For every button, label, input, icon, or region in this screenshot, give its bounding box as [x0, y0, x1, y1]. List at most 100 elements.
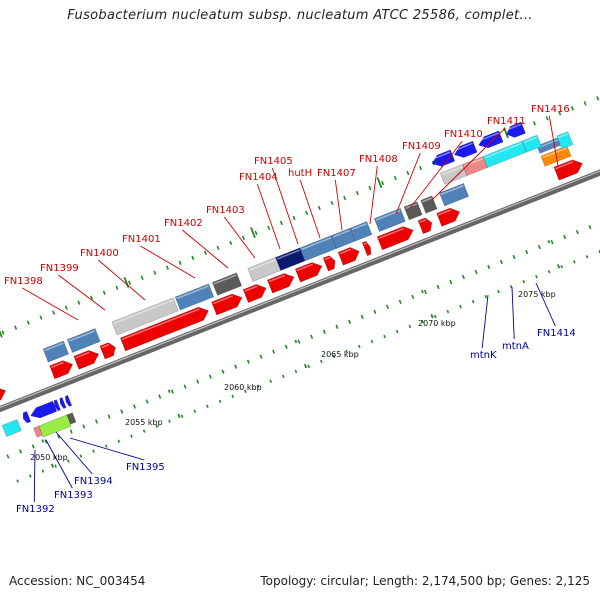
scale-tick-major [547, 239, 551, 244]
scale-tick [256, 384, 260, 389]
block-shine [301, 236, 332, 251]
scale-tick [596, 96, 600, 101]
scale-tick [393, 175, 397, 181]
scale-tick [398, 299, 402, 305]
scale-tick [26, 320, 30, 325]
scale-tick [206, 404, 209, 408]
block-shine [121, 308, 200, 341]
leader-line [33, 449, 36, 503]
block-shine [44, 342, 64, 352]
scale-tick [570, 106, 574, 111]
scale-tick [168, 419, 171, 423]
leader-line [45, 439, 73, 489]
annotation-block [521, 134, 542, 153]
forward-cds-block [119, 306, 209, 352]
leader-lines [22, 115, 559, 503]
gene-label: FN1411 [487, 116, 526, 127]
scale-tick [573, 260, 576, 264]
reverse-cds-block [431, 149, 456, 167]
scale-tick [583, 101, 587, 106]
gene-label: mtnK [470, 350, 497, 361]
block-shine [363, 242, 367, 245]
scale-tick [203, 250, 207, 255]
scale-tick [16, 479, 19, 483]
scale-tick [218, 399, 222, 403]
scale-tick [180, 414, 184, 418]
scale-tick [522, 279, 526, 284]
annotation-block [438, 183, 470, 207]
scale-tick [267, 225, 271, 231]
leader-line [256, 183, 281, 250]
annotation-block [1, 419, 22, 437]
forward-cds-block [99, 342, 116, 360]
scale-tick [64, 305, 68, 310]
scale-labels: 2050 kbp 2055 kbp 2060 kbp 2065 kbp 2070 kbp… [30, 290, 556, 462]
scale-tick-major [41, 439, 45, 443]
scale-tick [446, 309, 450, 314]
scale-tick-major [0, 330, 3, 338]
scale-tick [14, 325, 18, 330]
scale-tick [575, 229, 579, 235]
gene-label: FN1400 [80, 248, 119, 259]
leader-line [69, 437, 145, 461]
scale-tick [419, 165, 423, 171]
block-shine [113, 299, 174, 325]
scale-tick [102, 290, 106, 295]
scale-tick [381, 180, 385, 186]
scale-tick [563, 234, 567, 240]
scale-tick-major [167, 389, 171, 393]
scale-tick [193, 409, 197, 413]
scale-tick [82, 424, 86, 429]
scale-tick [158, 394, 162, 399]
leader-line [431, 127, 506, 201]
block-shine [63, 409, 67, 412]
annotation-block [32, 425, 43, 438]
scale-tick [1, 330, 5, 335]
block-shine [422, 197, 433, 203]
scale-tick [294, 369, 298, 374]
forward-cds-block [242, 284, 267, 303]
scale-tick [132, 404, 136, 409]
scale-tick [128, 280, 132, 285]
gene-label: FN1414 [537, 328, 576, 339]
scale-tick [292, 215, 296, 221]
gene-label: FN1394 [74, 476, 113, 487]
block-shine [505, 123, 522, 131]
leader-line [548, 115, 559, 167]
scale-tick [229, 240, 233, 246]
forward-cds-block [361, 240, 372, 257]
block-shine [431, 151, 451, 161]
scale-tick [191, 255, 195, 260]
block-shine [69, 407, 72, 410]
scale-tick [421, 319, 424, 324]
forward-cds-block [211, 293, 243, 316]
scale-tick [297, 339, 301, 344]
block-shine [212, 295, 233, 305]
scale-tick [54, 464, 57, 468]
gene-label: FN1416 [531, 104, 570, 115]
block-shine [71, 423, 77, 427]
scale-tick [254, 230, 258, 236]
block-shine [477, 132, 499, 142]
scale-tick [178, 260, 182, 265]
leader-line [271, 167, 299, 245]
scale-tick-major [250, 227, 256, 238]
gene-label: FN1410 [444, 129, 483, 140]
scale-tick [6, 454, 10, 459]
scale-tick [355, 190, 359, 196]
forward-cds-block [322, 255, 336, 272]
scale-tick-major [420, 289, 424, 294]
scale-tick [474, 269, 478, 275]
scale-tick [44, 439, 48, 444]
leader-line [98, 259, 146, 301]
scale-tick [234, 364, 238, 369]
block-shine [441, 165, 463, 176]
gene-label: FN1395 [126, 462, 165, 473]
block-shine [375, 209, 401, 221]
forward-cds-block [436, 207, 461, 227]
scale-tick [317, 205, 321, 211]
scale-tick [436, 284, 440, 290]
scale-tick-major [430, 314, 434, 319]
gene-label: FN1408 [359, 154, 398, 165]
